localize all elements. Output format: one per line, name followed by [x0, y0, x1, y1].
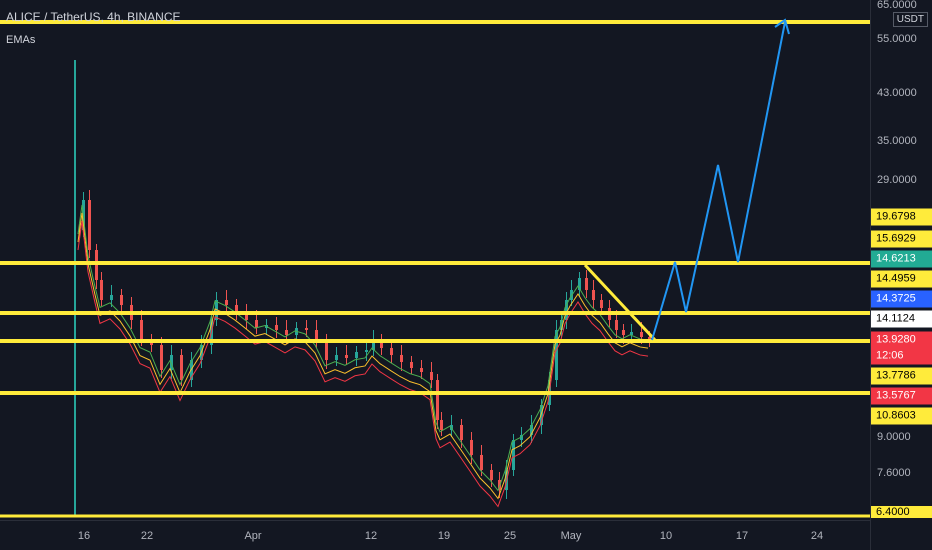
- price-tick: 7.6000: [877, 467, 911, 479]
- candle-body: [490, 470, 493, 480]
- price-tag-white: 14.1124: [871, 310, 932, 328]
- price-axis[interactable]: 65.0000 USDT 55.0000 43.0000 35.0000 29.…: [870, 0, 932, 550]
- candle-body: [355, 352, 358, 358]
- date-label: 22: [140, 530, 154, 542]
- price-tick: 29.0000: [877, 174, 917, 186]
- candle-body: [372, 340, 375, 350]
- candle-body: [285, 330, 288, 335]
- date-label: 10: [659, 530, 673, 542]
- candle-body: [622, 330, 625, 335]
- price-tag-blue: 14.3725: [871, 290, 932, 308]
- price-tick: 35.0000: [877, 135, 917, 147]
- candle-body: [160, 345, 163, 370]
- candle-body: [120, 295, 123, 305]
- candle-body: [225, 300, 228, 305]
- candle-body: [470, 440, 473, 455]
- candle-body: [420, 368, 423, 372]
- price-tag-yellow: 14.4959: [871, 270, 932, 288]
- bar-countdown-tag: 12:06: [871, 347, 932, 365]
- candle-body: [235, 305, 238, 312]
- candle-body: [585, 278, 588, 290]
- candle-body: [436, 380, 439, 420]
- projection-path[interactable]: [651, 21, 786, 341]
- candle-body: [275, 325, 278, 330]
- candle-body: [110, 295, 113, 300]
- candle-body: [380, 340, 383, 348]
- candle-body: [565, 300, 568, 320]
- price-tick: 43.0000: [877, 87, 917, 99]
- date-label: 17: [735, 530, 749, 542]
- candle-body: [245, 312, 248, 320]
- candle-body: [255, 320, 258, 328]
- candle-body: [520, 435, 523, 440]
- candle-body: [400, 355, 403, 362]
- last-price-tag: 13.9280: [871, 331, 932, 349]
- candle-body: [335, 355, 338, 360]
- date-label: 12: [364, 530, 378, 542]
- ema-slow-line: [77, 220, 649, 508]
- candle-body: [345, 355, 348, 358]
- date-label: 24: [810, 530, 824, 542]
- candle-body: [390, 348, 393, 355]
- candle-body: [540, 405, 543, 425]
- chart-plot-area[interactable]: ALICE / TetherUS, 4h, BINANCE EMAs: [0, 0, 870, 520]
- currency-badge[interactable]: USDT: [892, 12, 928, 27]
- candle-body: [530, 425, 533, 435]
- date-label: May: [560, 530, 582, 542]
- candles-group: [78, 190, 651, 499]
- date-label: 16: [77, 530, 91, 542]
- indicator-legend-emas[interactable]: EMAs: [6, 34, 36, 46]
- candle-body: [630, 332, 633, 335]
- date-label: 25: [503, 530, 517, 542]
- candle-body: [180, 355, 183, 380]
- date-label: 19: [437, 530, 451, 542]
- candle-body: [170, 355, 173, 370]
- symbol-title[interactable]: ALICE / TetherUS, 4h, BINANCE: [6, 10, 181, 24]
- candle-body: [140, 320, 143, 340]
- candle-body: [592, 290, 595, 300]
- candle-body: [315, 330, 318, 340]
- time-axis[interactable]: 16 22 Apr 12 19 25 May 10 17 24: [0, 520, 870, 550]
- candle-body: [640, 332, 643, 337]
- candle-body: [365, 350, 368, 352]
- candle-body: [430, 372, 433, 380]
- candle-body: [560, 320, 563, 330]
- candle-body: [100, 280, 103, 300]
- price-tag-red: 13.5767: [871, 387, 932, 405]
- price-tick: 9.0000: [877, 431, 911, 443]
- candle-body: [305, 328, 308, 330]
- price-tag-yellow: 19.6798: [871, 208, 932, 226]
- price-tag-yellow: 15.6929: [871, 230, 932, 248]
- candle-body: [325, 340, 328, 360]
- date-label: Apr: [244, 530, 262, 542]
- candle-body: [88, 200, 91, 250]
- candle-body: [648, 337, 651, 339]
- candlestick-chart[interactable]: [0, 0, 870, 520]
- price-tag-yellow: 6.4000: [871, 506, 932, 518]
- candle-body: [512, 440, 515, 470]
- candle-body: [578, 278, 581, 290]
- candle-body: [480, 455, 483, 470]
- candle-body: [410, 362, 413, 368]
- descending-trendline[interactable]: [583, 263, 657, 342]
- price-tick: 65.0000: [877, 0, 917, 11]
- candle-body: [555, 330, 558, 380]
- price-tag-yellow: 13.7786: [871, 367, 932, 385]
- price-tag-green: 14.6213: [871, 250, 932, 268]
- candle-body: [615, 320, 618, 330]
- candle-body: [440, 420, 443, 430]
- candle-body: [600, 300, 603, 308]
- candle-body: [460, 425, 463, 440]
- ema-fast-line: [77, 204, 649, 492]
- price-tag-yellow: 10.8603: [871, 407, 932, 425]
- ema-mid-line: [77, 212, 649, 500]
- price-tick: 55.0000: [877, 33, 917, 45]
- projection-arrowhead: [774, 18, 790, 35]
